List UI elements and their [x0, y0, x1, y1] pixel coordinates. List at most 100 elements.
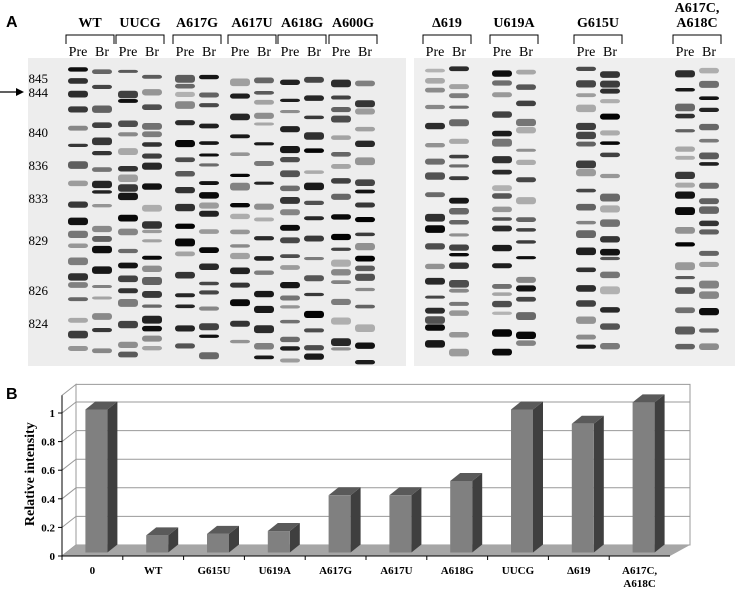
gel-band [449, 301, 469, 306]
x-tick-label: UUCG [501, 565, 535, 577]
lane-bracket [573, 34, 623, 44]
gel-band [355, 324, 375, 332]
gel-band [142, 277, 162, 285]
gel-band [355, 126, 375, 132]
gel-band [68, 317, 88, 323]
lane-group-label: A617C, A618C [674, 1, 720, 31]
bar-side [593, 415, 604, 553]
gel-band [576, 141, 596, 147]
gel-band [142, 162, 162, 170]
gel-band [254, 325, 274, 334]
gel-band [230, 93, 250, 99]
lane-label: Pre [119, 45, 138, 60]
gel-band [118, 174, 138, 183]
gel-band [425, 78, 445, 84]
gel-band [68, 78, 88, 84]
gel-band [600, 80, 620, 88]
gel-band [576, 93, 596, 98]
gel-band [118, 351, 138, 358]
gel-band [280, 319, 300, 324]
lane-label: Br [358, 45, 372, 60]
bar [267, 531, 290, 553]
gel-band [142, 74, 162, 79]
gel-band [199, 163, 219, 167]
y-tick-label: 0.4 [41, 494, 55, 506]
gel-band [230, 267, 250, 275]
gel-band [118, 341, 138, 348]
y-tick-label: 0.2 [41, 522, 55, 534]
gel-band [331, 164, 351, 169]
gel-band [230, 299, 250, 307]
gel-band [92, 296, 112, 300]
gel-band [230, 244, 250, 248]
gel-band [492, 185, 512, 192]
gel-band [675, 262, 695, 271]
gel-band [516, 228, 536, 232]
gel-band [92, 69, 112, 75]
bar-top [328, 487, 361, 496]
gel-band [355, 232, 375, 237]
gel-band [254, 142, 274, 146]
gel-band [199, 334, 219, 338]
gel-band [304, 115, 324, 120]
gel-band [699, 67, 719, 74]
gel-band [516, 331, 536, 340]
x-tick-label: WT [144, 565, 163, 577]
gel-band [516, 285, 536, 292]
gel-band [699, 280, 719, 289]
y-axis-title: Relative intensity [23, 422, 38, 526]
gel-band [68, 297, 88, 302]
gel-band [449, 233, 469, 237]
gel-band [92, 84, 112, 89]
gel-band [699, 96, 719, 101]
gel-band [699, 162, 719, 166]
size-marker: 844 [29, 85, 49, 100]
bar [85, 409, 108, 553]
gel-band [68, 180, 88, 187]
bar [450, 481, 473, 553]
gel-band [199, 210, 219, 217]
gel-band [600, 141, 620, 145]
gel-band [516, 159, 536, 165]
gel-band [449, 288, 469, 293]
gel-band [280, 295, 300, 301]
gel-band [280, 185, 300, 192]
gel-band [449, 164, 469, 168]
gel-band [142, 183, 162, 190]
size-marker: 829 [29, 233, 49, 248]
gel-band [675, 307, 695, 314]
gel-band [331, 298, 351, 306]
gel-band [118, 192, 138, 201]
gel-band [355, 360, 375, 365]
gel-band [425, 172, 445, 180]
gel-band [118, 288, 138, 294]
gel-band [68, 217, 88, 226]
gel-band [304, 182, 324, 191]
gel-band [492, 217, 512, 221]
gel-band [355, 216, 375, 223]
gel-band [142, 255, 162, 260]
gel-band [675, 287, 695, 294]
lane-label: Pre [176, 45, 195, 60]
lane-group-label: A617G [176, 16, 218, 31]
bar [207, 533, 229, 553]
gel-band [576, 334, 596, 340]
gel-band [142, 345, 162, 351]
gel-band [304, 328, 324, 333]
gel-band [175, 251, 195, 257]
gel-band [304, 76, 324, 83]
gel-band [142, 131, 162, 138]
gel-band [92, 167, 112, 172]
gel-band [449, 176, 469, 181]
gel-band [492, 225, 512, 232]
gel-band [492, 92, 512, 98]
lane-bracket [489, 34, 539, 44]
size-marker: 826 [29, 283, 49, 298]
gel-band [449, 197, 469, 204]
gel-band [230, 282, 250, 288]
gel-band [199, 229, 219, 234]
bar-side [654, 394, 665, 553]
gel-band [280, 156, 300, 163]
gel-band [675, 182, 695, 188]
gel-band [304, 170, 324, 174]
